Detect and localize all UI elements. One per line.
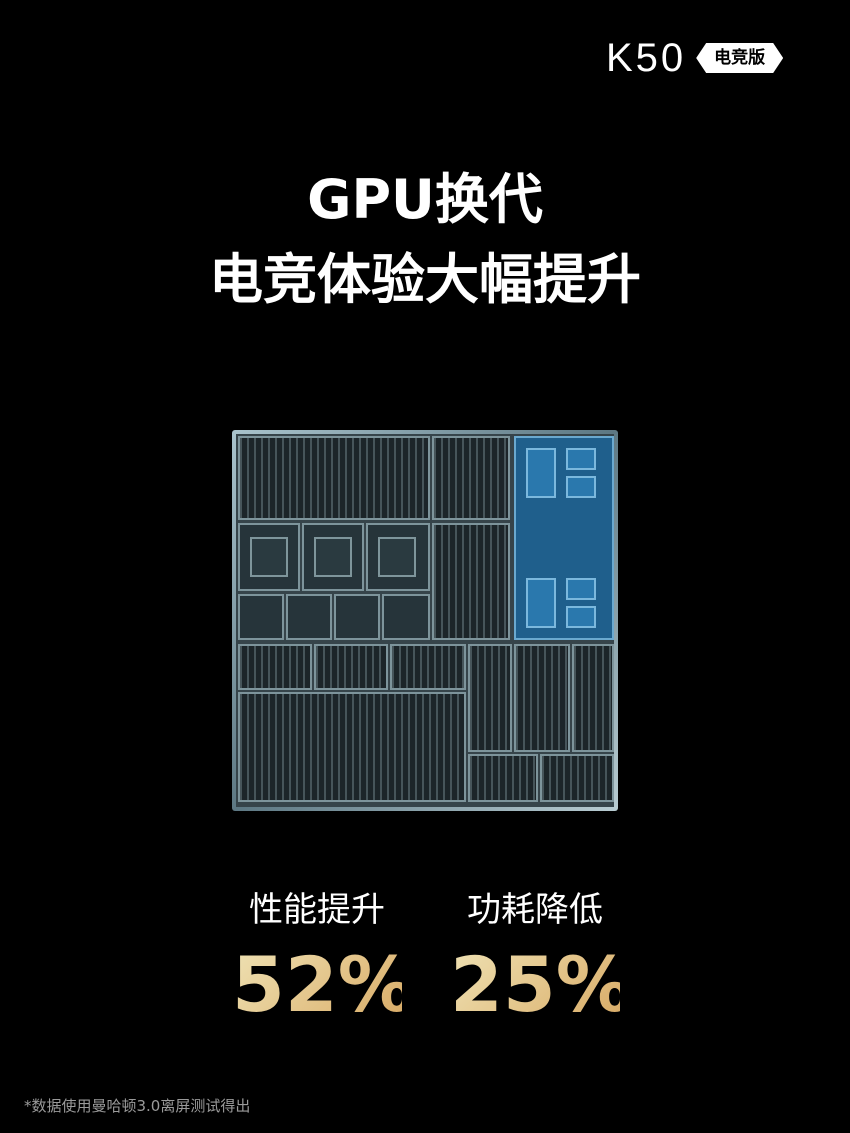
stat-label: 性能提升 xyxy=(249,890,385,930)
chip-block xyxy=(238,692,466,802)
headline-line2: 电竞体验大幅提升 xyxy=(209,248,641,311)
footnote: *数据使用曼哈顿3.0离屏测试得出 xyxy=(24,1097,251,1115)
brand-logo: K50 电竞版 xyxy=(606,38,783,78)
chip-block xyxy=(514,644,570,752)
stat-performance: 性能提升 52% xyxy=(232,888,414,1030)
chip-block xyxy=(302,523,364,591)
chip-block xyxy=(238,644,312,690)
chip-die-illustration xyxy=(232,430,618,811)
chip-block xyxy=(314,644,388,690)
stat-value: 52% xyxy=(232,940,414,1029)
chip-block xyxy=(432,523,510,640)
stat-label: 功耗降低 xyxy=(467,890,603,930)
stat-value: 25% xyxy=(450,940,632,1029)
chip-block xyxy=(468,644,512,752)
gpu-block xyxy=(514,436,614,640)
stat-power: 功耗降低 25% xyxy=(450,888,632,1030)
chip-block xyxy=(334,594,380,640)
headline-line1: GPU换代 xyxy=(307,168,543,231)
chip-block xyxy=(572,644,614,752)
chip-block xyxy=(238,436,430,520)
chip-block xyxy=(382,594,430,640)
chip-block xyxy=(468,754,538,802)
chip-block xyxy=(366,523,430,591)
chip-block xyxy=(540,754,614,802)
logo-model: K50 xyxy=(606,36,687,80)
chip-block xyxy=(432,436,510,520)
chip-block xyxy=(390,644,466,690)
logo-badge: 电竞版 xyxy=(696,43,783,73)
chip-block xyxy=(238,523,300,591)
chip-block xyxy=(286,594,332,640)
chip-block xyxy=(238,594,284,640)
